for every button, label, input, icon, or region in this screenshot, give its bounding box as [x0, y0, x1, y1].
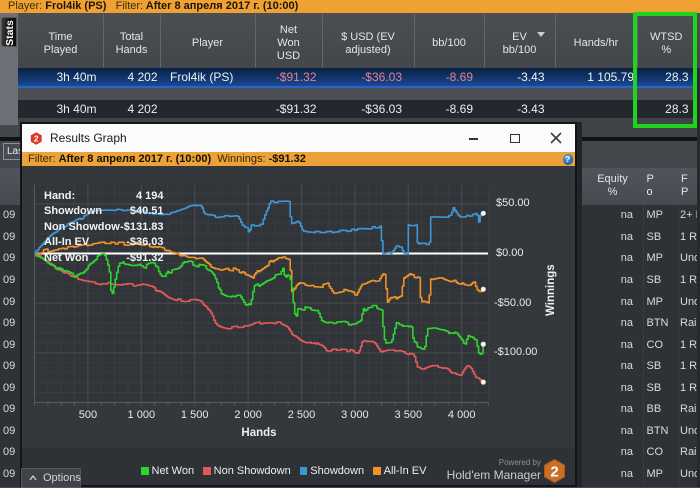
svg-text:2: 2 [33, 133, 38, 143]
svg-text:2: 2 [550, 464, 558, 481]
